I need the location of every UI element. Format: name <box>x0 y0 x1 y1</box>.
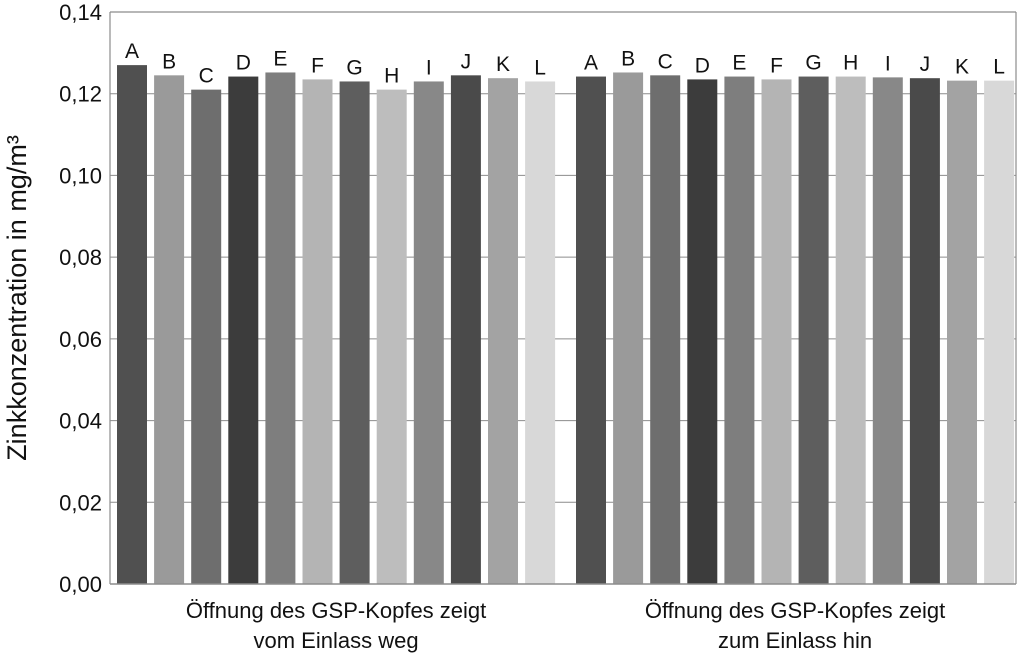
bar <box>154 75 185 584</box>
y-tick-label: 0,14 <box>59 0 102 25</box>
bar-label: E <box>273 47 287 70</box>
bar <box>376 89 407 584</box>
bar-label: E <box>732 52 746 75</box>
y-tick-label: 0,04 <box>59 409 102 434</box>
bar <box>687 79 718 585</box>
bar-label: A <box>125 40 139 63</box>
y-tick-label: 0,12 <box>59 82 102 107</box>
bar-label: B <box>162 50 176 73</box>
y-tick-label: 0,08 <box>59 245 102 270</box>
bar-label: A <box>584 52 598 75</box>
bars <box>117 65 1015 585</box>
group-label: Öffnung des GSP-Kopfes zeigt <box>645 598 945 623</box>
bar <box>835 76 866 584</box>
bar <box>191 89 222 584</box>
bar <box>761 79 792 585</box>
bar-label: B <box>621 47 635 70</box>
bar-label: F <box>311 54 324 77</box>
bar <box>488 78 518 584</box>
bar <box>984 80 1015 584</box>
bar-label: L <box>534 56 546 79</box>
bar-label: I <box>426 56 432 79</box>
bar <box>613 72 644 585</box>
bar-label: K <box>955 56 969 79</box>
y-tick-label: 0,06 <box>59 327 102 352</box>
bar <box>650 75 681 584</box>
bar <box>265 72 296 585</box>
bar <box>724 76 755 584</box>
bar <box>525 81 556 584</box>
bar-label: G <box>805 52 821 75</box>
bar <box>947 80 977 584</box>
bar-label: I <box>885 52 891 75</box>
bar-label: L <box>993 56 1005 79</box>
bar <box>302 79 333 585</box>
bar-label: K <box>496 53 510 76</box>
group-label: zum Einlass hin <box>718 628 872 653</box>
bar <box>117 65 147 585</box>
y-axis-title: Zinkkonzentration in mg/m³ <box>2 135 32 461</box>
plot-frame <box>109 11 1017 585</box>
bar-label: J <box>920 53 931 76</box>
bar <box>413 81 444 584</box>
bar-label: D <box>236 52 251 75</box>
labels: 0,000,020,040,060,080,100,120,14A BCD E F G H… <box>2 0 1005 653</box>
group-label: vom Einlass weg <box>254 628 419 653</box>
bar <box>576 76 606 584</box>
bar <box>872 77 903 584</box>
y-tick-label: 0,02 <box>59 490 102 515</box>
bar <box>228 76 259 584</box>
bar <box>798 76 829 584</box>
bar-label: J <box>461 50 472 73</box>
y-tick-label: 0,10 <box>59 163 102 188</box>
bar-label: F <box>770 54 783 77</box>
bar-label: C <box>658 50 673 73</box>
bar-label: H <box>384 65 399 88</box>
bar-label: C <box>199 65 214 88</box>
bar <box>339 81 370 584</box>
bar-label: G <box>346 56 362 79</box>
group-label: Öffnung des GSP-Kopfes zeigt <box>186 598 486 623</box>
bar-label: D <box>695 54 710 77</box>
bar-label: H <box>843 52 858 75</box>
bar <box>909 78 940 584</box>
bar <box>450 75 481 584</box>
y-tick-label: 0,00 <box>59 572 102 597</box>
